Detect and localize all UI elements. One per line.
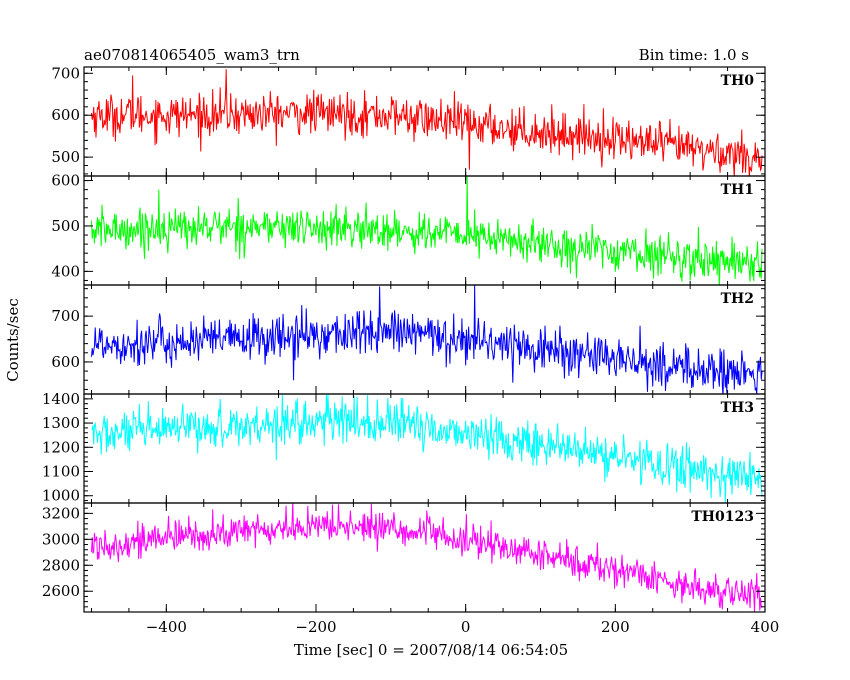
y-tick-label: 700 (51, 307, 80, 325)
x-tick-label: −200 (295, 618, 336, 636)
series-line-th2 (90, 285, 763, 394)
panel-label-th2: TH2 (721, 291, 754, 307)
x-axis-label: Time [sec] 0 = 2007/08/14 06:54:05 (294, 641, 568, 659)
y-tick-label: 2600 (42, 582, 80, 600)
y-tick-label: 2800 (42, 556, 80, 574)
series-line-th3 (91, 394, 763, 503)
series-line-th0123 (90, 503, 763, 612)
y-tick-label: 1400 (42, 390, 80, 408)
y-tick-label: 1100 (42, 463, 80, 481)
y-tick-label: 500 (51, 217, 80, 235)
y-tick-label: 1000 (42, 487, 80, 505)
x-tick-label: 0 (461, 618, 471, 636)
chart-title: ae070814065405_wam3_trn (84, 46, 300, 64)
panel-label-th1: TH1 (721, 182, 754, 198)
x-tick-label: 400 (751, 618, 780, 636)
y-tick-label: 1300 (42, 414, 80, 432)
panels-group: 500 600 700 TH0 400 500 600 TH1 600 700 TH2 1000 110… (42, 64, 780, 636)
y-tick-label: 600 (51, 353, 80, 371)
panel-label-th0: TH0 (721, 73, 755, 89)
y-tick-label: 700 (51, 64, 80, 82)
series-line-th0 (90, 69, 763, 176)
y-tick-label: 3000 (42, 530, 80, 548)
y-tick-label: 1200 (42, 438, 80, 456)
y-tick-label: 400 (51, 262, 80, 280)
y-tick-label: 3200 (42, 504, 80, 522)
panel-label-th3: TH3 (721, 400, 754, 416)
panel-label-th0123: TH0123 (691, 509, 754, 525)
y-axis-label: Counts/sec (4, 298, 22, 382)
x-tick-label: −400 (146, 618, 187, 636)
panel-frame-th0123 (83, 502, 766, 613)
bin-time-label: Bin time: 1.0 s (639, 46, 749, 64)
panel-frame-th2 (83, 284, 766, 395)
y-tick-label: 600 (51, 106, 80, 124)
x-tick-label: 200 (601, 618, 630, 636)
y-tick-label: 600 (51, 172, 80, 190)
panel-frame-th3 (83, 393, 766, 504)
y-tick-label: 500 (51, 148, 80, 166)
series-line-th1 (90, 176, 763, 285)
